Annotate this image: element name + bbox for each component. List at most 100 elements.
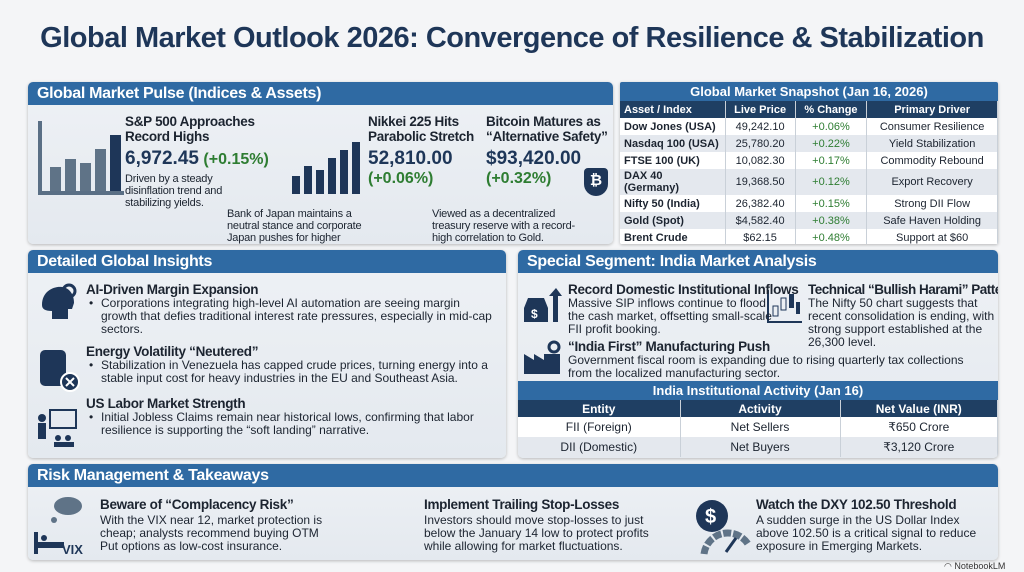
- table-row: Gold (Spot) $4,582.40 +0.38% Safe Haven Hol…: [620, 212, 998, 229]
- svg-text:VIX: VIX: [62, 542, 83, 556]
- table-row: DAX 40 (Germany) 19,368.50 +0.12% Export Re…: [620, 169, 998, 195]
- india-analysis-panel: Special Segment: India Market Analysis $…: [518, 250, 998, 458]
- change-cell: +0.22%: [795, 135, 868, 152]
- inflows-title: Record Domestic Institutional Inflows: [568, 282, 799, 297]
- col-header: Live Price: [725, 101, 796, 118]
- driver-cell: Export Recovery: [866, 169, 998, 195]
- svg-text:$: $: [531, 307, 538, 321]
- manufacturing-text: Government fiscal room is expanding due …: [568, 353, 964, 380]
- price-cell: 10,082.30: [725, 152, 796, 169]
- manufacturing-title: “India First” Manufacturing Push: [568, 339, 770, 354]
- price-cell: $4,582.40: [725, 212, 796, 229]
- notebooklm-logo-icon: ◠: [944, 561, 955, 571]
- inflows-text: Massive SIP inflows continue to flood th…: [568, 296, 772, 336]
- page-title: Global Market Outlook 2026: Convergence …: [40, 22, 984, 54]
- india-activity-table: India Institutional Activity (Jan 16) En…: [518, 381, 998, 457]
- bar-chart-icon: [38, 121, 124, 195]
- panel-header: Global Market Pulse (Indices & Assets): [28, 82, 613, 105]
- col-header: % Change: [795, 101, 868, 118]
- global-insights-panel: Detailed Global Insights AI-Driven Margi…: [28, 250, 506, 458]
- col-header: Entity: [518, 400, 681, 417]
- presentation-people-icon: [38, 409, 77, 447]
- entity-cell: FII (Foreign): [518, 417, 681, 437]
- price-cell: 26,382.40: [725, 195, 796, 212]
- risk-title: Implement Trailing Stop-Losses: [424, 497, 620, 512]
- asset-cell: Brent Crude: [620, 229, 726, 244]
- sp500-desc: Driven by a steady disinflation trend an…: [125, 173, 223, 209]
- asset-cell: FTSE 100 (UK): [620, 152, 726, 169]
- dollar-gauge-icon: $: [696, 500, 751, 555]
- market-snapshot-table: Global Market Snapshot (Jan 16, 2026) As…: [620, 82, 998, 244]
- table-row: Nifty 50 (India) 26,382.40 +0.15% Strong DI…: [620, 195, 998, 212]
- table-row: Dow Jones (USA) 49,242.10 +0.06% Consumer R…: [620, 118, 998, 135]
- price-cell: 49,242.10: [725, 118, 796, 135]
- ai-brain-icon: [42, 283, 77, 319]
- table-title: Global Market Snapshot (Jan 16, 2026): [620, 82, 998, 101]
- svg-text:$: $: [705, 506, 716, 528]
- oil-barrel-icon: [40, 350, 80, 392]
- btc-title: Bitcoin Matures as “Alternative Safety”: [486, 114, 608, 144]
- risk-title: Watch the DXY 102.50 Threshold: [756, 497, 957, 512]
- btc-change: (+0.32%): [486, 170, 552, 187]
- net-value-cell: ₹3,120 Crore: [840, 437, 998, 457]
- harami-title: Technical “Bullish Harami” Pattern: [808, 282, 998, 297]
- harami-text: The Nifty 50 chart suggests that recent …: [808, 296, 995, 349]
- asset-cell: Dow Jones (USA): [620, 118, 726, 135]
- change-cell: +0.06%: [795, 118, 868, 135]
- brand-label: NotebookLM: [954, 561, 1006, 571]
- rising-bars-icon: [292, 142, 360, 194]
- btc-desc: Viewed as a decentralized treasury reser…: [432, 208, 575, 244]
- panel-header: Special Segment: India Market Analysis: [518, 250, 998, 273]
- table-row: FTSE 100 (UK) 10,082.30 +0.17% Commodity Re…: [620, 152, 998, 169]
- asset-cell: Nifty 50 (India): [620, 195, 726, 212]
- price-cell: 19,368.50: [725, 169, 796, 195]
- driver-cell: Support at $60: [866, 229, 998, 244]
- notebooklm-brand: ◠ NotebookLM: [944, 561, 1005, 572]
- asset-cell: Gold (Spot): [620, 212, 726, 229]
- price-cell: $62.15: [725, 229, 796, 244]
- nikkei-title: Nikkei 225 Hits Parabolic Stretch: [368, 114, 474, 144]
- col-header: Activity: [680, 400, 841, 417]
- table-row: DII (Domestic) Net Buyers ₹3,120 Crore: [518, 437, 998, 457]
- driver-cell: Yield Stabilization: [866, 135, 998, 152]
- insight-text: Corporations integrating high-level AI a…: [86, 297, 496, 336]
- sleeping-vix-icon: VIX: [34, 497, 83, 556]
- factory-gear-icon: [524, 340, 561, 374]
- change-cell: +0.15%: [795, 195, 868, 212]
- sp500-title: S&P 500 Approaches Record Highs: [125, 114, 255, 144]
- risk-text: A sudden surge in the US Dollar Index ab…: [756, 513, 977, 553]
- change-cell: +0.38%: [795, 212, 868, 229]
- asset-cell: DAX 40 (Germany): [620, 169, 726, 195]
- col-header: Asset / Index: [620, 101, 726, 118]
- asset-cell: Nasdaq 100 (USA): [620, 135, 726, 152]
- change-cell: +0.12%: [795, 169, 868, 195]
- activity-cell: Net Sellers: [680, 417, 841, 437]
- risk-management-panel: Risk Management & Takeaways VIX Beware o…: [28, 464, 998, 560]
- risk-title: Beware of “Complacency Risk”: [100, 497, 294, 512]
- driver-cell: Consumer Resilience: [866, 118, 998, 135]
- sp500-value: 6,972.45: [125, 148, 199, 169]
- col-header: Net Value (INR): [840, 400, 998, 417]
- driver-cell: Strong DII Flow: [866, 195, 998, 212]
- btc-value: $93,420.00: [486, 148, 582, 169]
- change-cell: +0.48%: [795, 229, 868, 244]
- bitcoin-shield-icon: ₿: [584, 168, 608, 196]
- insight-title: US Labor Market Strength: [86, 396, 246, 411]
- panel-header: Risk Management & Takeaways: [28, 464, 998, 487]
- table-title: India Institutional Activity (Jan 16): [518, 381, 998, 400]
- insight-text: Stabilization in Venezuela has capped cr…: [86, 359, 496, 385]
- nikkei-value: 52,810.00: [368, 148, 453, 169]
- nikkei-desc: Bank of Japan maintains a neutral stance…: [227, 208, 362, 244]
- market-pulse-panel: Global Market Pulse (Indices & Assets) S…: [28, 82, 613, 244]
- panel-header: Detailed Global Insights: [28, 250, 506, 273]
- col-header: Primary Driver: [866, 101, 998, 118]
- activity-cell: Net Buyers: [680, 437, 841, 457]
- entity-cell: DII (Domestic): [518, 437, 681, 457]
- insight-text: Initial Jobless Claims remain near histo…: [86, 411, 496, 437]
- net-value-cell: ₹650 Crore: [840, 417, 998, 437]
- table-row: Brent Crude $62.15 +0.48% Support at $60: [620, 229, 998, 244]
- risk-text: With the VIX near 12, market protection …: [100, 513, 323, 553]
- table-row: Nasdaq 100 (USA) 25,780.20 +0.22% Yield Sta…: [620, 135, 998, 152]
- driver-cell: Commodity Rebound: [866, 152, 998, 169]
- risk-text: Investors should move stop-losses to jus…: [424, 513, 649, 553]
